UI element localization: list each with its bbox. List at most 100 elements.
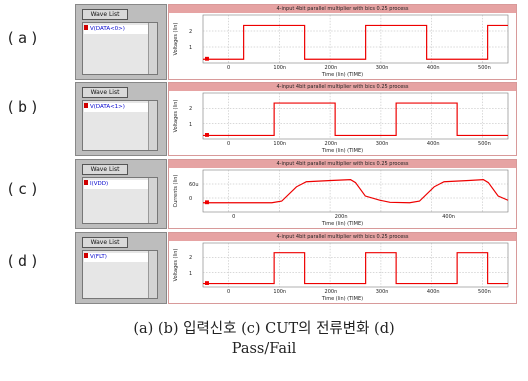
y-axis-label-text: Voltages (lin) [173,99,179,133]
x-tick-label: 200n [324,289,338,295]
x-axis-label: Time (lin) (TIME) [321,296,364,302]
wave-list-button[interactable]: Wave List [82,9,128,20]
signal-list-item[interactable]: V(DATA<1>) [84,103,148,112]
y-axis-label: Voltages (lin) [171,243,181,287]
plot-area [202,169,509,213]
waveform-trace [203,179,509,204]
plot-area [202,14,509,64]
plot-svg [202,169,509,213]
signal-marker-icon [84,253,88,258]
vertical-scrollbar[interactable] [148,23,157,74]
plot-svg [202,242,509,288]
x-tick-label: 0 [226,289,231,295]
y-axis-label: Voltages (lin) [171,93,181,139]
y-tick-label: 0 [189,196,193,203]
x-axis-label: Time (lin) (TIME) [321,148,364,154]
x-axis-label: Time (lin) (TIME) [321,221,364,227]
x-axis-label: Time (lin) (TIME) [321,72,364,78]
y-axis-label-text: Voltages (lin) [173,22,179,56]
x-tick-label: 400n [442,214,455,220]
row-label-3: (d) [6,252,43,270]
y-axis-label-text: Currents (lin) [173,174,179,208]
plot-area [202,242,509,288]
row-label-1: (b) [6,98,43,116]
waveform-plot: 4-input 4bit parallel multiplier with bi… [168,82,517,156]
x-tick-label: 300n [375,65,389,71]
wave-list-panel: Wave List V(DATA<0>) [75,4,167,80]
plot-title: 4-input 4bit parallel multiplier with bi… [169,233,516,241]
y-tick-label: 1 [189,270,193,277]
waveform-trace [203,24,508,60]
signal-list[interactable]: V(DATA<0>) [82,22,158,75]
vertical-scrollbar[interactable] [148,178,157,223]
signal-list-item[interactable]: V(FLT) [84,253,148,262]
y-axis-label-text: Voltages (lin) [173,248,179,282]
plot-area [202,92,509,140]
vertical-scrollbar[interactable] [148,101,157,150]
caption-line-1: (a) (b) 입력신호 (c) CUT의 전류변화 (d) [133,321,395,337]
x-tick-label: 0 [226,141,231,147]
signal-list[interactable]: V(DATA<1>) [82,100,158,151]
trace-marker [204,200,209,205]
y-tick-label: 2 [189,28,193,35]
signal-marker-icon [84,103,88,108]
signal-list[interactable]: I(VDD) [82,177,158,224]
y-axis-label: Voltages (lin) [171,15,181,63]
plot-frame [202,14,509,64]
plot-svg [202,92,509,140]
row-label-0: (a) [6,29,43,47]
plot-frame [202,169,509,213]
signal-list-item[interactable]: V(DATA<0>) [84,25,148,34]
x-tick-label: 200n [324,65,338,71]
wave-list-button[interactable]: Wave List [82,164,128,175]
x-tick-label: 300n [375,289,389,295]
x-tick-label: 200n [324,141,338,147]
y-tick-label: 2 [189,255,193,262]
wave-list-panel: Wave List V(DATA<1>) [75,82,167,156]
vertical-scrollbar[interactable] [148,251,157,298]
wave-list-button[interactable]: Wave List [82,87,128,98]
x-tick-label: 100n [273,141,287,147]
y-tick-label: 60u [189,181,199,188]
y-axis-label: Currents (lin) [171,170,181,212]
wave-list-button[interactable]: Wave List [82,237,128,248]
waveform-plot: 4-input 4bit parallel multiplier with bi… [168,4,517,80]
row-label-2: (c) [6,180,43,198]
wave-list-panel: Wave List V(FLT) [75,232,167,304]
x-tick-label: 500n [478,65,491,71]
x-tick-label: 100n [273,289,287,295]
signal-marker-icon [84,180,88,185]
signal-list[interactable]: V(FLT) [82,250,158,299]
x-tick-label: 200n [334,214,348,220]
plot-svg [202,14,509,64]
plot-title: 4-input 4bit parallel multiplier with bi… [169,5,516,13]
x-tick-label: 400n [426,289,440,295]
plot-frame [202,242,509,288]
signal-marker-icon [84,25,88,30]
wave-list-panel: Wave List I(VDD) [75,159,167,229]
y-tick-label: 1 [189,122,193,128]
y-tick-label: 2 [189,106,193,112]
x-tick-label: 100n [273,65,287,71]
x-tick-label: 400n [426,141,440,147]
waveform-trace [203,252,508,285]
plot-title: 4-input 4bit parallel multiplier with bi… [169,83,516,91]
y-tick-label: 1 [189,45,193,52]
trace-marker [204,56,209,61]
waveform-plot: 4-input 4bit parallel multiplier with bi… [168,232,517,304]
x-tick-label: 300n [375,141,389,147]
trace-marker [204,281,209,285]
trace-marker [204,133,209,137]
caption-line-2: Pass/Fail [231,341,297,357]
x-tick-label: 500n [478,141,491,147]
x-tick-label: 0 [232,214,236,220]
signal-list-item[interactable]: I(VDD) [84,180,148,189]
x-tick-label: 0 [226,65,231,71]
x-tick-label: 400n [426,65,440,71]
plot-frame [202,92,509,140]
waveform-trace [203,102,508,137]
waveform-plot: 4-input 4bit parallel multiplier with bi… [168,159,517,229]
x-tick-label: 500n [478,289,491,295]
plot-title: 4-input 4bit parallel multiplier with bi… [169,160,516,168]
